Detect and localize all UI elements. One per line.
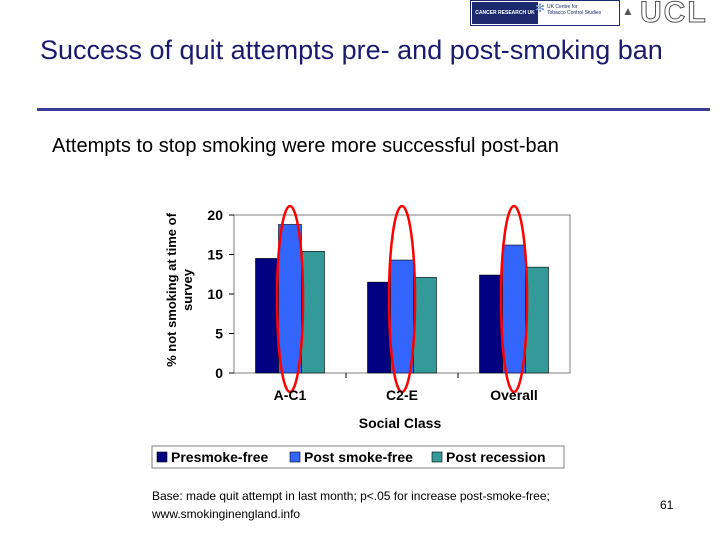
highlight-ellipse (499, 204, 529, 394)
ucl-crest-icon: ▲ (622, 4, 634, 18)
y-tick-label: 0 (215, 365, 223, 381)
y-tick-label: 5 (215, 326, 223, 342)
legend-swatch (289, 451, 301, 463)
bar-post-recession (301, 251, 325, 374)
ucl-logo: UCL (640, 0, 708, 30)
y-tick-label: 20 (207, 207, 223, 223)
x-tick-labels: A-C1 C2-E Overall (274, 387, 538, 403)
legend-label: Presmoke-free (171, 449, 268, 465)
legend-box (151, 445, 565, 469)
cancer-research-uk-logo: CANCER RESEARCH UK (472, 2, 538, 24)
header-logos: CANCER RESEARCH UK ✻ UK Centre for Tobacc… (470, 0, 720, 30)
y-tick-label: 15 (207, 247, 223, 263)
slide-title: Success of quit attempts pre- and post-s… (40, 35, 663, 65)
x-tick-label: C2-E (386, 387, 418, 403)
y-ticks: 0 5 10 15 20 (207, 207, 234, 381)
slide-subtitle: Attempts to stop smoking were more succe… (52, 135, 559, 157)
bar-post-smoke-free (502, 244, 526, 374)
highlight-ellipse (387, 204, 417, 394)
title-divider (37, 108, 710, 111)
bar-presmoke-free (367, 281, 391, 374)
x-axis-label: Social Class (359, 415, 442, 431)
bar-post-smoke-free (390, 259, 414, 374)
partner-logos: CANCER RESEARCH UK ✻ UK Centre for Tobacc… (470, 0, 620, 26)
bar-post-recession (525, 266, 549, 374)
y-tick-label: 10 (207, 286, 223, 302)
bar-post-smoke-free (278, 224, 302, 374)
footnote: Base: made quit attempt in last month; p… (152, 489, 550, 521)
bar-post-recession (413, 277, 437, 374)
highlight-ellipse (275, 204, 305, 394)
bar-presmoke-free (479, 274, 503, 374)
legend-swatch (156, 451, 168, 463)
chart-legend: Presmoke-free Post smoke-free Post recessi… (151, 445, 565, 469)
page-number: 61 (660, 498, 674, 512)
legend-label: Post recession (446, 449, 546, 465)
legend-label: Post smoke-free (304, 449, 413, 465)
chart-bars (255, 224, 549, 374)
snowflake-icon: ✻ (535, 1, 546, 15)
highlight-ellipses (275, 204, 529, 394)
x-tick-label: Overall (490, 387, 537, 403)
x-tick-label: A-C1 (274, 387, 307, 403)
y-axis-label: % not smoking at time ofsurvey (164, 212, 195, 367)
legend-swatch (431, 451, 443, 463)
tobacco-control-logo: ✻ UK Centre for Tobacco Control Studies (535, 1, 602, 16)
bar-presmoke-free (255, 258, 279, 374)
